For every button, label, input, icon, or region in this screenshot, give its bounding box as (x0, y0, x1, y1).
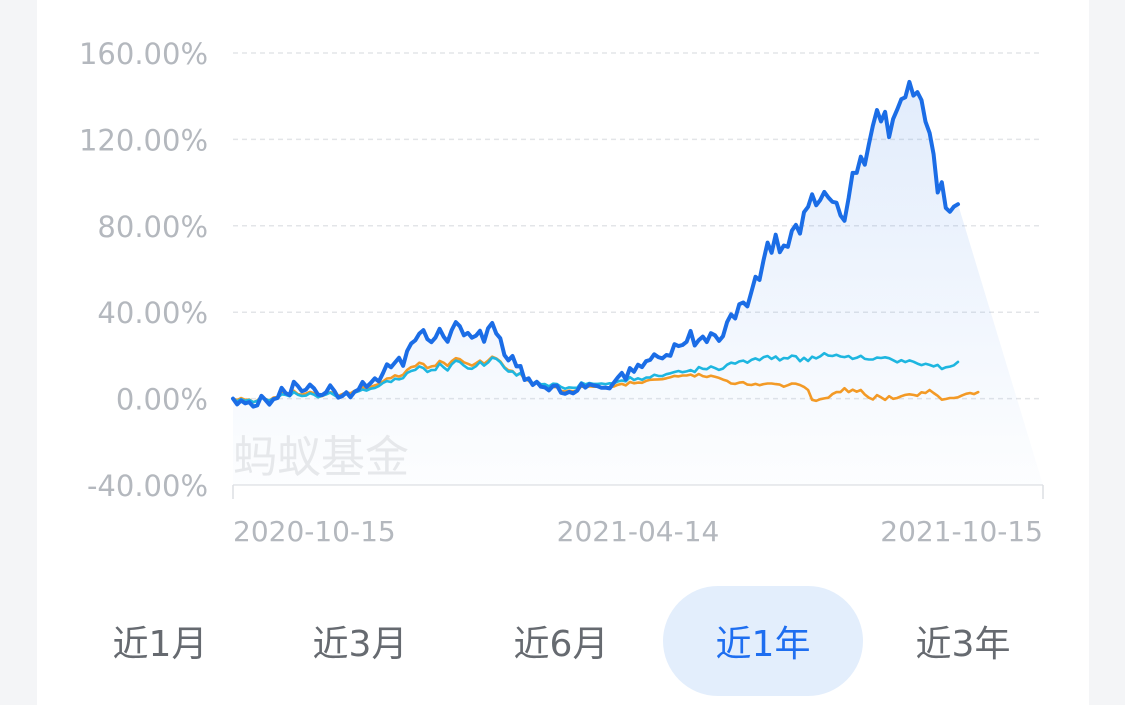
period-tabs: 近1月 近3月 近6月 近1年 近3年 (0, 586, 1125, 696)
y-tick-label: 80.00% (97, 210, 208, 244)
y-tick-label: 160.00% (79, 37, 208, 71)
watermark-text: 蚂蚁基金 (233, 432, 409, 483)
y-tick-label: 0.00% (116, 383, 208, 417)
tab-1-year[interactable]: 近1年 (663, 586, 863, 696)
y-axis: 160.00% 120.00% 80.00% 40.00% 0.00% -40.00% (79, 37, 208, 503)
series-line-1 (231, 79, 960, 409)
tab-6-months[interactable]: 近6月 (513, 624, 609, 665)
x-tick-label: 2021-04-14 (557, 515, 720, 548)
y-tick-label: 120.00% (79, 123, 208, 157)
x-tick-label: 2020-10-15 (233, 515, 396, 548)
tab-1-month[interactable]: 近1月 (112, 624, 208, 665)
series-group (231, 79, 1043, 486)
tab-3-months[interactable]: 近3月 (312, 624, 408, 665)
performance-chart: 160.00% 120.00% 80.00% 40.00% 0.00% -40.00% 2… (79, 37, 1044, 548)
x-tick-label: 2021-10-15 (880, 515, 1043, 548)
tab-3-years[interactable]: 近3年 (915, 624, 1011, 665)
y-tick-label: 40.00% (97, 296, 208, 330)
y-tick-label: -40.00% (87, 469, 208, 503)
x-axis: 2020-10-15 2021-04-14 2021-10-15 (232, 485, 1044, 548)
series-area-fill (233, 81, 1043, 486)
